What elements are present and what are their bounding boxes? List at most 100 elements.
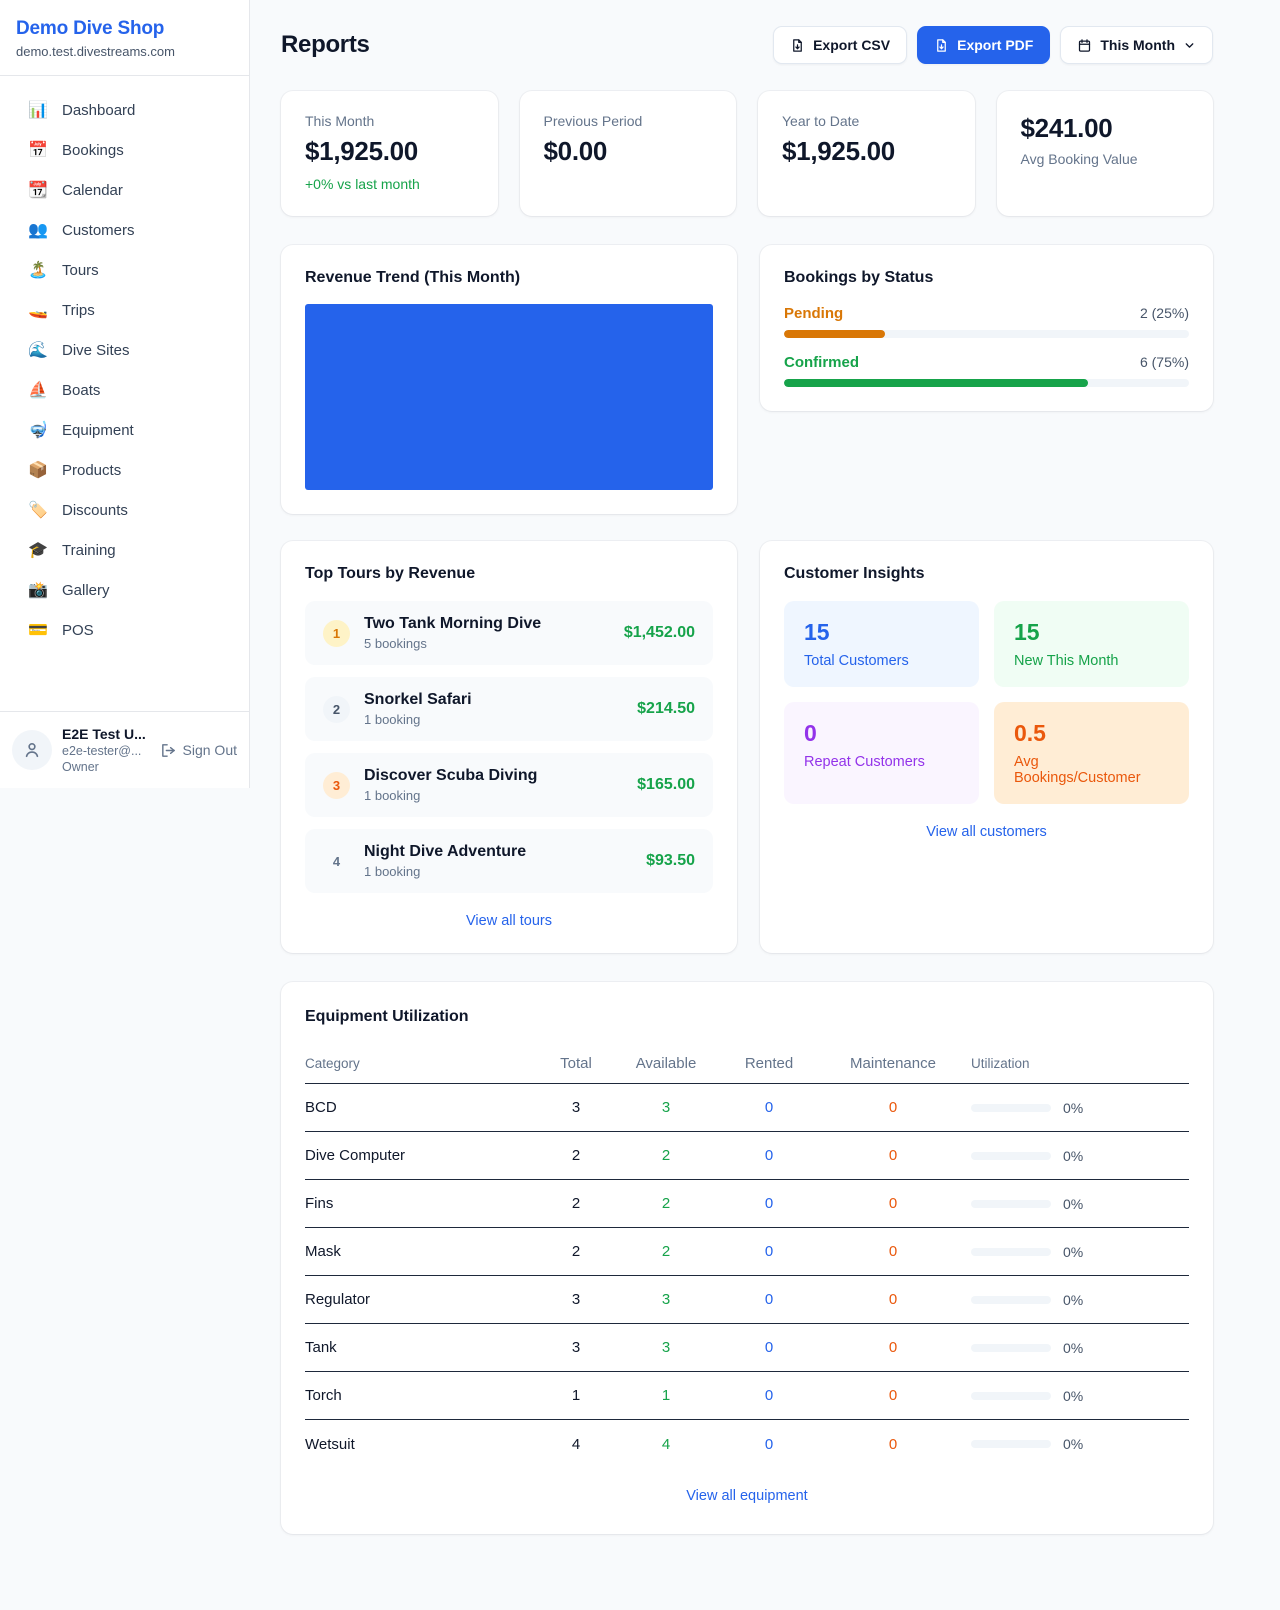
stat-value: $0.00 (543, 136, 608, 166)
sidebar-item-boats[interactable]: ⛵ Boats (12, 370, 237, 410)
tour-amount: $214.50 (637, 700, 695, 717)
utilization-bar (971, 1343, 1051, 1352)
status-value: 2 (25%) (1139, 305, 1189, 321)
package-icon: 📦 (28, 462, 48, 479)
sidebar-item-label: Equipment (62, 421, 134, 439)
tour-amount: $165.00 (637, 776, 695, 793)
utilization-bar (971, 1103, 1051, 1112)
insight-tile-new-this-month: 15 New This Month (994, 601, 1189, 687)
equip-category: BCD (305, 1099, 337, 1116)
view-all-equipment-link[interactable]: View all equipment (686, 1488, 808, 1504)
stat-card-year-to-date: Year to Date $1,925.00 (758, 91, 975, 216)
sidebar-item-label: Customers (62, 221, 135, 239)
equip-available: 2 (661, 1243, 671, 1260)
rank-badge: 3 (323, 771, 350, 799)
calendar-icon (1079, 38, 1091, 52)
sidebar-item-gallery[interactable]: 📸 Gallery (12, 570, 237, 610)
export-csv-button[interactable]: Export CSV (773, 26, 908, 64)
equip-rented: 0 (764, 1339, 774, 1356)
island-icon: 🏝️ (28, 262, 48, 279)
tour-name: Snorkel Safari (364, 691, 472, 708)
tour-row: 1 Two Tank Morning Dive 5 bookings $1,45… (305, 601, 713, 665)
table-row: Torch 1 1 0 0 0% (305, 1372, 1189, 1420)
equip-category: Wetsuit (305, 1435, 355, 1453)
main-content: Reports Export CSV Export PDF (250, 0, 1280, 1574)
equip-maintenance: 0 (888, 1099, 898, 1116)
file-download-icon (937, 38, 946, 52)
sidebar-item-label: Tours (62, 261, 99, 279)
equip-available: 3 (661, 1339, 671, 1356)
equip-available: 2 (661, 1147, 671, 1164)
equip-maintenance: 0 (888, 1243, 898, 1260)
sidebar-item-training[interactable]: 🎓 Training (12, 530, 237, 570)
sidebar-item-customers[interactable]: 👥 Customers (12, 210, 237, 250)
sidebar-item-equipment[interactable]: 🤿 Equipment (12, 410, 237, 450)
insight-label: New This Month (1014, 653, 1119, 669)
utilization-bar (971, 1391, 1051, 1400)
col-total: Total (560, 1055, 592, 1072)
user-name: E2E Test U... (62, 726, 146, 742)
sidebar-item-tours[interactable]: 🏝️ Tours (12, 250, 237, 290)
export-csv-label: Export CSV (813, 37, 891, 53)
confirmed-bar-fill (784, 379, 1088, 387)
sidebar-item-dive-sites[interactable]: 🌊 Dive Sites (12, 330, 237, 370)
calendar-date-icon: 📅 (28, 142, 48, 159)
equip-available: 4 (661, 1435, 671, 1453)
sidebar-item-label: Dashboard (62, 101, 136, 119)
equip-total: 2 (571, 1243, 581, 1260)
col-rented: Rented (744, 1055, 794, 1072)
equipment-table: Category Total Available Rented Maintena… (305, 1044, 1189, 1468)
sidebar-item-trips[interactable]: 🚤 Trips (12, 290, 237, 330)
confirmed-bar-track (784, 379, 1189, 387)
person-icon (25, 742, 39, 758)
pending-bar-track (784, 330, 1189, 338)
status-row-pending: Pending 2 (25%) (784, 305, 1189, 338)
sidebar-item-calendar[interactable]: 📆 Calendar (12, 170, 237, 210)
insights-row: Top Tours by Revenue 1 Two Tank Morning … (281, 541, 1213, 953)
rank-badge: 1 (323, 619, 350, 647)
sidebar-item-label: Discounts (62, 501, 128, 519)
tour-row: 4 Night Dive Adventure 1 booking $93.50 (305, 829, 713, 893)
stat-label: This Month (305, 113, 375, 129)
sidebar-item-discounts[interactable]: 🏷️ Discounts (12, 490, 237, 530)
col-category: Category (305, 1056, 360, 1071)
insight-label: Avg Bookings/Customer (1014, 754, 1141, 786)
view-all-tours-link[interactable]: View all tours (466, 913, 552, 929)
insight-tile-repeat-customers: 0 Repeat Customers (784, 702, 979, 804)
header-actions: Export CSV Export PDF This Month (773, 26, 1213, 64)
equip-total: 1 (571, 1387, 581, 1404)
bar-chart-icon: 📊 (28, 102, 48, 119)
revenue-bar-chart (305, 304, 713, 490)
tag-icon: 🏷️ (28, 502, 48, 519)
sidebar-nav: 📊 Dashboard 📅 Bookings 📆 Calendar 👥 Cust… (0, 76, 249, 711)
equip-maintenance: 0 (888, 1147, 898, 1164)
chevron-down-icon (1185, 42, 1194, 48)
sign-out-button[interactable]: Sign Out (160, 742, 237, 759)
sign-out-label: Sign Out (182, 742, 237, 758)
equip-category: Fins (305, 1195, 334, 1212)
speedboat-icon: 🚤 (28, 302, 48, 319)
status-label: Pending (784, 305, 844, 322)
sidebar-item-products[interactable]: 📦 Products (12, 450, 237, 490)
equip-category: Regulator (305, 1291, 371, 1308)
stat-label: Previous Period (543, 113, 643, 129)
insight-value: 0.5 (1014, 720, 1046, 746)
col-available: Available (635, 1055, 697, 1072)
sidebar-item-pos[interactable]: 💳 POS (12, 610, 237, 650)
logout-icon (161, 743, 175, 757)
insight-value: 15 (1014, 619, 1040, 645)
table-row: Mask 2 2 0 0 0% (305, 1228, 1189, 1276)
equip-rented: 0 (764, 1387, 774, 1404)
view-all-customers-link[interactable]: View all customers (926, 824, 1047, 840)
sidebar-item-dashboard[interactable]: 📊 Dashboard (12, 90, 237, 130)
bookings-by-status-card: Bookings by Status Pending 2 (25%) Confi… (760, 245, 1213, 411)
utilization-bar (971, 1295, 1051, 1304)
utilization-bar (971, 1151, 1051, 1160)
tour-bookings: 1 booking (364, 788, 421, 803)
graduation-cap-icon: 🎓 (28, 542, 48, 559)
sidebar-item-bookings[interactable]: 📅 Bookings (12, 130, 237, 170)
export-pdf-button[interactable]: Export PDF (917, 26, 1051, 64)
period-dropdown[interactable]: This Month (1060, 26, 1213, 64)
tour-amount: $1,452.00 (623, 624, 695, 641)
pending-bar-fill (784, 330, 886, 338)
